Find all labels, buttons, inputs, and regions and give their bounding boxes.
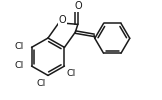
Text: Cl: Cl (67, 69, 76, 78)
Text: O: O (74, 1, 82, 11)
Text: Cl: Cl (15, 61, 24, 70)
Text: O: O (59, 15, 66, 25)
Text: Cl: Cl (36, 79, 46, 88)
Text: Cl: Cl (15, 42, 24, 51)
